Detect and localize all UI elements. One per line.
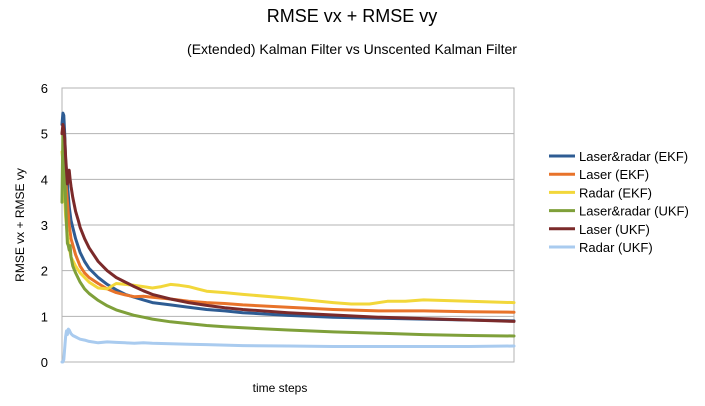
legend: Laser&radar (EKF) Laser (EKF) Radar (EKF) L… (549, 149, 689, 255)
series-line-4 (60, 123, 516, 323)
chart-subtitle: (Extended) Kalman Filter vs Unscented Ka… (187, 41, 517, 57)
y-axis-ticks: 0 1 2 3 4 5 6 (41, 81, 48, 370)
y-tick-label: 2 (41, 264, 48, 279)
legend-label: Laser (UKF) (579, 222, 650, 237)
legend-label: Laser&radar (UKF) (579, 204, 689, 219)
y-tick-label: 3 (41, 218, 48, 233)
series-line-3 (60, 127, 516, 338)
legend-label: Laser (EKF) (579, 167, 649, 182)
series-line-0 (60, 111, 516, 323)
series-line-1 (60, 127, 516, 314)
legend-label: Radar (EKF) (579, 185, 652, 200)
y-tick-label: 1 (41, 309, 48, 324)
legend-label: Laser&radar (EKF) (579, 149, 688, 164)
chart-title: RMSE vx + RMSE vy (267, 6, 438, 26)
y-tick-label: 5 (41, 127, 48, 142)
legend-label: Radar (UKF) (579, 240, 653, 255)
series-line-5 (60, 327, 516, 364)
x-axis-label: time steps (253, 381, 308, 395)
y-axis-label: RMSE vx + RMSE vy (13, 168, 27, 282)
series-lines (60, 111, 516, 364)
y-tick-label: 4 (41, 172, 48, 187)
plot-area (61, 87, 515, 363)
series-line-2 (60, 150, 516, 306)
y-tick-label: 0 (41, 355, 48, 370)
y-tick-label: 6 (41, 81, 48, 96)
